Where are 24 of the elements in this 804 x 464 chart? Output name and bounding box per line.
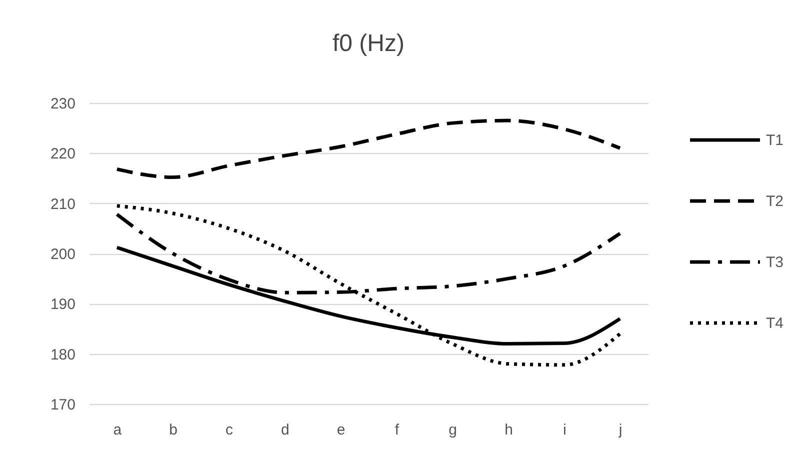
x-tick-label: b bbox=[169, 422, 178, 438]
x-tick-label: f bbox=[394, 422, 400, 438]
y-tick-label: 190 bbox=[50, 296, 76, 314]
y-tick-label: 210 bbox=[50, 196, 76, 213]
y-tick-label: 220 bbox=[50, 146, 76, 163]
legend-label: T3 bbox=[766, 254, 784, 271]
x-tick-label: g bbox=[448, 422, 458, 438]
legend-label: T1 bbox=[766, 132, 784, 149]
line-series bbox=[115, 204, 622, 367]
y-tick-label: 230 bbox=[50, 96, 76, 112]
y-tick-label: 180 bbox=[50, 346, 76, 364]
legend-label: T2 bbox=[766, 193, 784, 210]
y-tick-label: 170 bbox=[50, 396, 76, 414]
x-tick-label: c bbox=[226, 422, 234, 438]
chart-title: f0 (Hz) bbox=[332, 30, 404, 57]
x-tick-label: i bbox=[562, 422, 566, 438]
x-tick-label: a bbox=[113, 422, 122, 438]
x-tick-label: e bbox=[336, 422, 346, 438]
x-tick-label: j bbox=[618, 422, 622, 438]
x-tick-label: d bbox=[280, 422, 290, 438]
y-tick-label: 200 bbox=[50, 246, 76, 263]
line-series bbox=[115, 118, 622, 179]
legend-label: T4 bbox=[766, 315, 784, 332]
x-tick-label: h bbox=[504, 422, 513, 438]
